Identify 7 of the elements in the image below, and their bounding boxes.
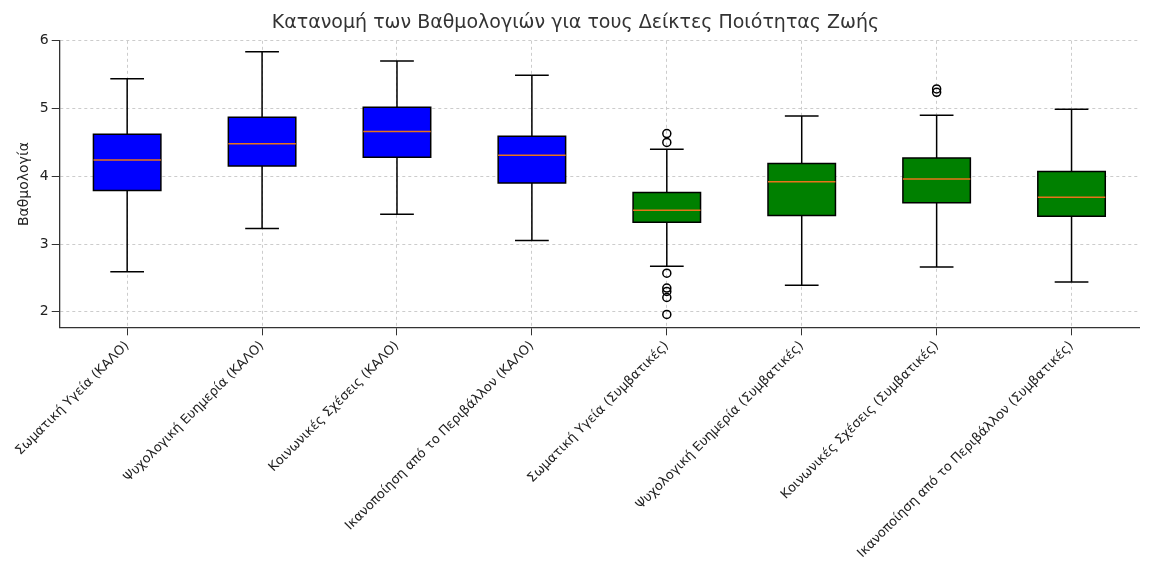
y-axis-title: Βαθμολογία bbox=[15, 142, 32, 227]
chart-title: Κατανομή των Βαθμολογιών για τους Δείκτες Ποιότητας Ζωής bbox=[271, 10, 880, 33]
y-tick-label: 3 bbox=[39, 234, 49, 251]
y-tick-label: 4 bbox=[39, 166, 49, 183]
y-tick-label: 2 bbox=[39, 302, 49, 319]
y-tick-label: 6 bbox=[39, 31, 49, 48]
y-tick-label: 5 bbox=[39, 99, 49, 116]
